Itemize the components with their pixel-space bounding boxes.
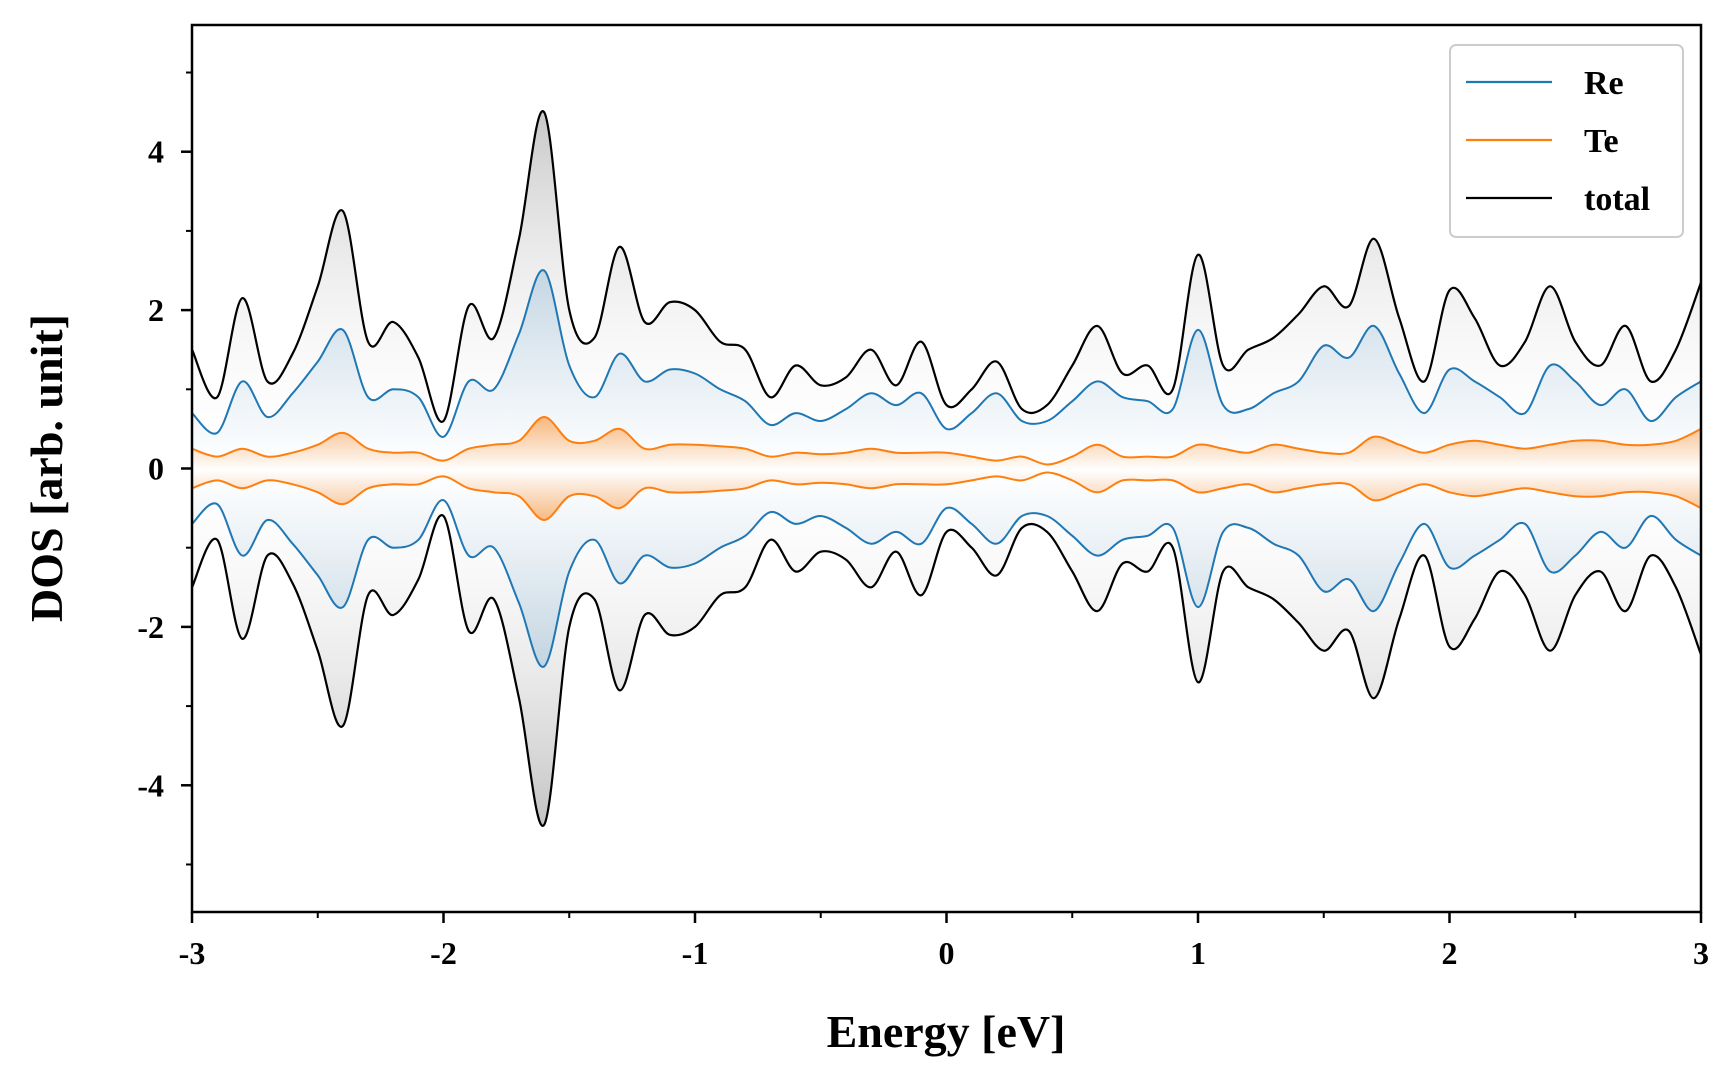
legend-label-te: Te	[1584, 123, 1619, 160]
x-tick-label: 2	[1442, 935, 1458, 971]
y-tick-label: -2	[137, 609, 164, 645]
y-tick-label: 4	[148, 134, 164, 170]
y-tick-label: 0	[148, 451, 164, 487]
x-tick-label: -2	[430, 935, 457, 971]
x-tick-label: -3	[179, 935, 206, 971]
y-axis-title: DOS [arb. unit]	[21, 314, 72, 622]
x-axis-ticks: -3 -2 -1 0 1 2 3	[179, 912, 1709, 971]
y-axis-ticks: -4 -2 0 2 4	[137, 73, 192, 865]
x-tick-label: -1	[682, 935, 709, 971]
x-axis-title: Energy [eV]	[827, 1006, 1066, 1057]
legend-label-re: Re	[1584, 65, 1624, 102]
y-tick-label: 2	[148, 292, 164, 328]
x-tick-label: 0	[939, 935, 955, 971]
x-tick-label: 3	[1693, 935, 1709, 971]
legend: Re Te total	[1450, 45, 1683, 237]
legend-label-total: total	[1584, 181, 1650, 218]
y-tick-label: -4	[137, 767, 164, 803]
x-tick-label: 1	[1190, 935, 1206, 971]
dos-chart: -3 -2 -1 0 1 2 3 -4 -2 0 2 4 Energy [eV] DOS [arb.…	[0, 0, 1728, 1080]
